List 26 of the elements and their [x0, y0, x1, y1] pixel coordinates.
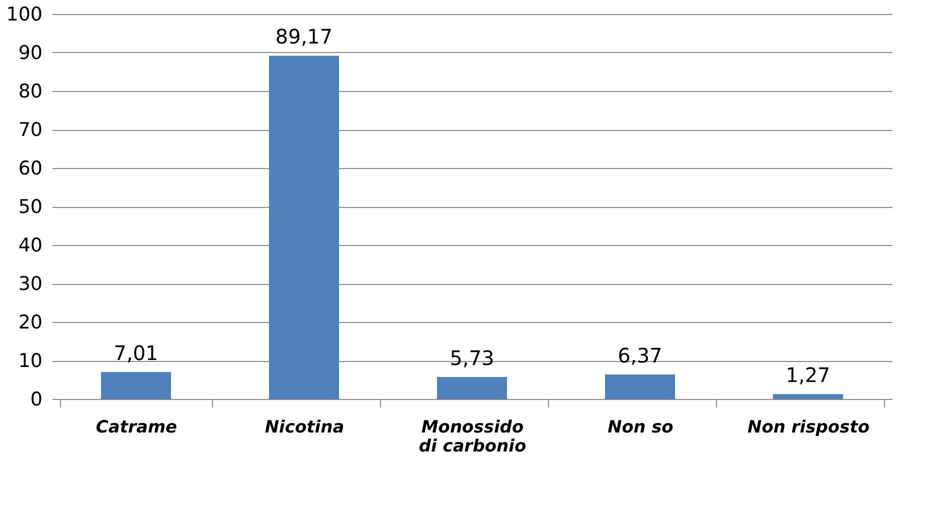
x-tick-label: Catrame: [96, 418, 178, 438]
data-label: 7,01: [114, 341, 158, 366]
x-tick-label: Non so: [608, 418, 674, 438]
bar: [773, 394, 843, 399]
bar: [605, 374, 675, 399]
data-label: 5,73: [450, 346, 494, 370]
y-tick-label: 90: [18, 42, 42, 64]
y-tick-label: 30: [18, 273, 42, 295]
y-tick-label: 80: [18, 80, 42, 102]
y-tick-label: 0: [30, 388, 42, 410]
bar: [437, 376, 507, 399]
data-label: 89,17: [275, 24, 333, 49]
y-tick-label: 100: [6, 4, 42, 26]
y-tick-label: 60: [18, 158, 42, 180]
bar: [101, 372, 171, 399]
data-label: 1,27: [786, 363, 830, 388]
x-tick-label: Monossido di carbonio: [418, 418, 526, 456]
y-tick-label: 10: [18, 350, 42, 372]
y-tick-label: 40: [18, 234, 42, 256]
data-label: 6,37: [618, 343, 662, 368]
y-tick-label: 70: [18, 119, 42, 141]
y-tick-label: 20: [18, 312, 42, 334]
bar: [269, 56, 339, 399]
y-tick-label: 50: [18, 196, 42, 218]
x-tick-label: Non risposto: [747, 418, 870, 438]
x-tick-label: Nicotina: [264, 418, 344, 438]
